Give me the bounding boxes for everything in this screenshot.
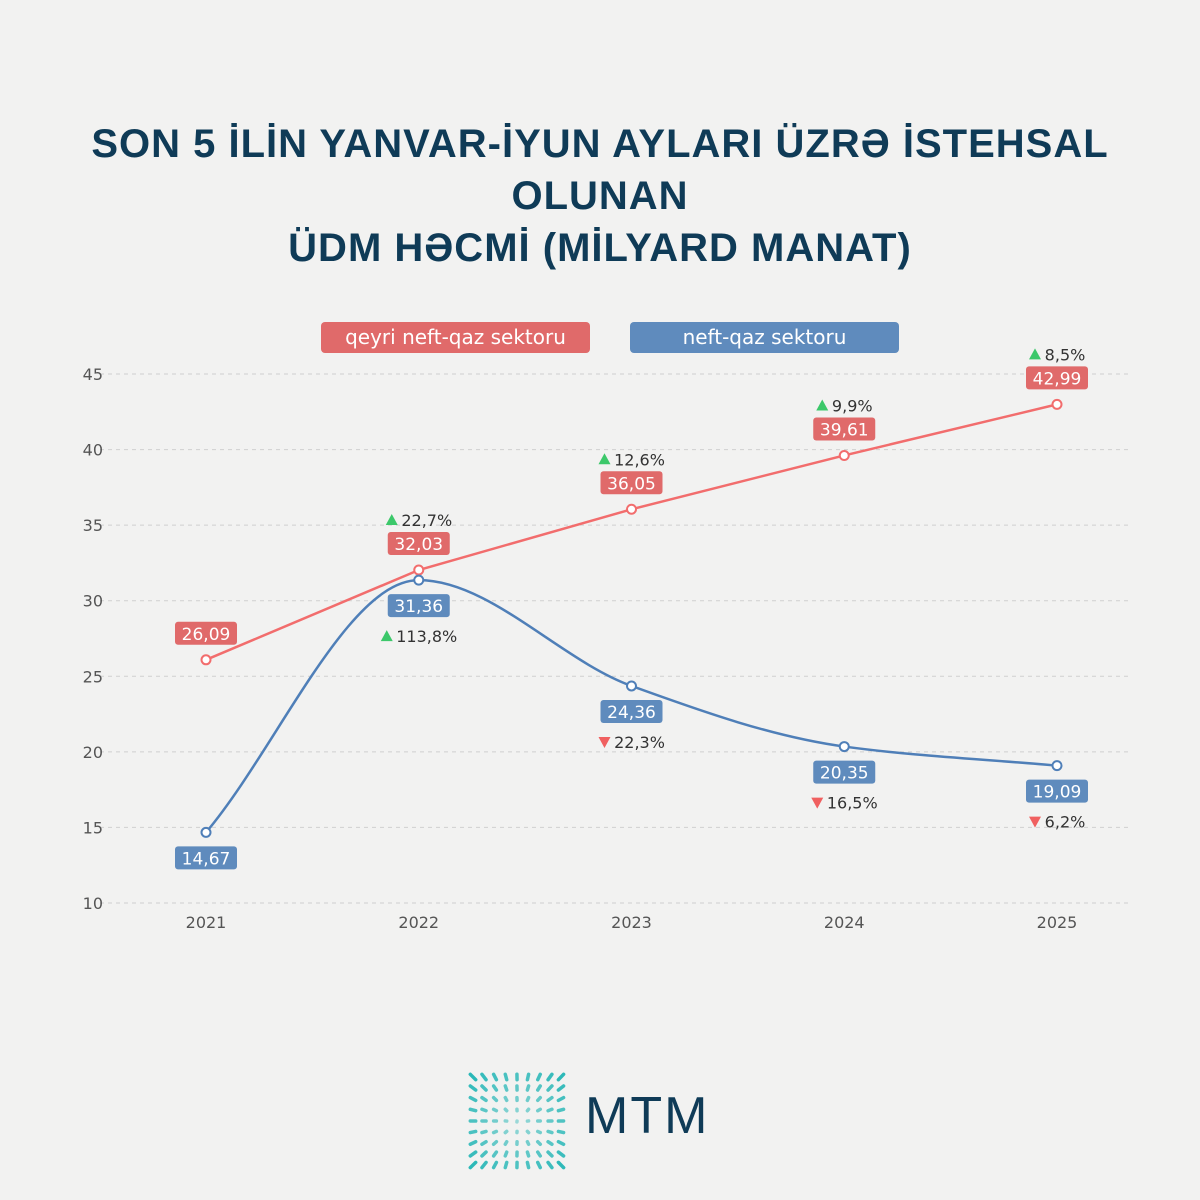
- data-point: [626, 503, 637, 515]
- data-label: 19,09: [1033, 783, 1082, 803]
- down-arrow-icon: [811, 797, 824, 809]
- data-point: [200, 826, 212, 838]
- mtm-logo-icon: [468, 1072, 566, 1170]
- data-label-box: [175, 846, 237, 870]
- y-tick-label: 25: [83, 667, 103, 686]
- data-label: 24,36: [607, 703, 656, 723]
- data-label: 39,61: [820, 420, 869, 440]
- x-tick-label: 2021: [186, 913, 227, 932]
- x-tick-label: 2022: [398, 913, 439, 932]
- data-label: 20,35: [820, 764, 869, 784]
- data-point: [413, 564, 425, 576]
- non-oil-gas-line: [205, 403, 1058, 661]
- data-point: [413, 574, 425, 586]
- title-line-1: SON 5 İLİN YANVAR-İYUN AYLARI ÜZRƏ İSTEH…: [91, 122, 1109, 218]
- data-label: 36,05: [607, 474, 656, 494]
- data-point: [1051, 760, 1063, 772]
- y-tick-label: 45: [83, 365, 103, 384]
- oil-gas-line: [205, 578, 1058, 834]
- data-point: [1051, 398, 1063, 410]
- data-label-box: [387, 594, 450, 618]
- change-label: 6,2%: [1045, 813, 1086, 832]
- data-label: 32,03: [394, 535, 443, 555]
- up-arrow-icon: [385, 514, 398, 526]
- legend-non-oil-gas: qeyri neft-qaz sektoru: [321, 322, 590, 353]
- change-label: 22,7%: [401, 511, 452, 530]
- data-label: 14,67: [182, 849, 231, 869]
- up-arrow-icon: [816, 399, 829, 411]
- data-label: 26,09: [182, 625, 231, 645]
- data-label-box: [600, 471, 663, 495]
- data-label: 31,36: [394, 597, 443, 617]
- y-tick-label: 20: [83, 743, 103, 762]
- title-line-2: ÜDM HƏCMİ (MİLYARD MANAT): [288, 226, 912, 270]
- legend-oil-gas: neft-qaz sektoru: [630, 322, 899, 353]
- data-label-box: [1026, 366, 1088, 390]
- x-tick-label: 2023: [611, 913, 652, 932]
- change-label: 22,3%: [614, 733, 665, 752]
- change-label: 113,8%: [396, 627, 457, 646]
- y-tick-label: 30: [83, 592, 103, 611]
- down-arrow-icon: [1029, 816, 1041, 828]
- down-arrow-icon: [598, 736, 611, 748]
- data-point: [626, 680, 637, 692]
- data-label: 42,99: [1033, 369, 1082, 389]
- x-tick-label: 2025: [1037, 913, 1078, 932]
- up-arrow-icon: [1029, 348, 1041, 360]
- data-point: [838, 449, 850, 461]
- up-arrow-icon: [380, 630, 393, 642]
- y-tick-label: 35: [83, 516, 103, 535]
- y-tick-label: 10: [83, 894, 103, 913]
- data-label-box: [175, 621, 237, 645]
- change-label: 12,6%: [614, 450, 665, 469]
- data-point: [838, 741, 850, 753]
- logo-text: MTM: [585, 1087, 710, 1145]
- data-label-box: [813, 760, 876, 784]
- y-tick-label: 40: [83, 441, 103, 460]
- data-point: [200, 654, 212, 666]
- up-arrow-icon: [598, 453, 611, 465]
- change-label: 8,5%: [1045, 345, 1086, 364]
- data-label-box: [600, 699, 663, 723]
- data-label-box: [387, 532, 450, 556]
- x-tick-label: 2024: [824, 913, 865, 932]
- data-label-box: [1026, 779, 1088, 803]
- y-tick-label: 15: [83, 818, 103, 837]
- change-label: 9,9%: [832, 396, 873, 415]
- data-label-box: [813, 417, 876, 441]
- chart-title: SON 5 İLİN YANVAR-İYUN AYLARI ÜZRƏ İSTEH…: [0, 118, 1200, 274]
- change-label: 16,5%: [827, 794, 878, 813]
